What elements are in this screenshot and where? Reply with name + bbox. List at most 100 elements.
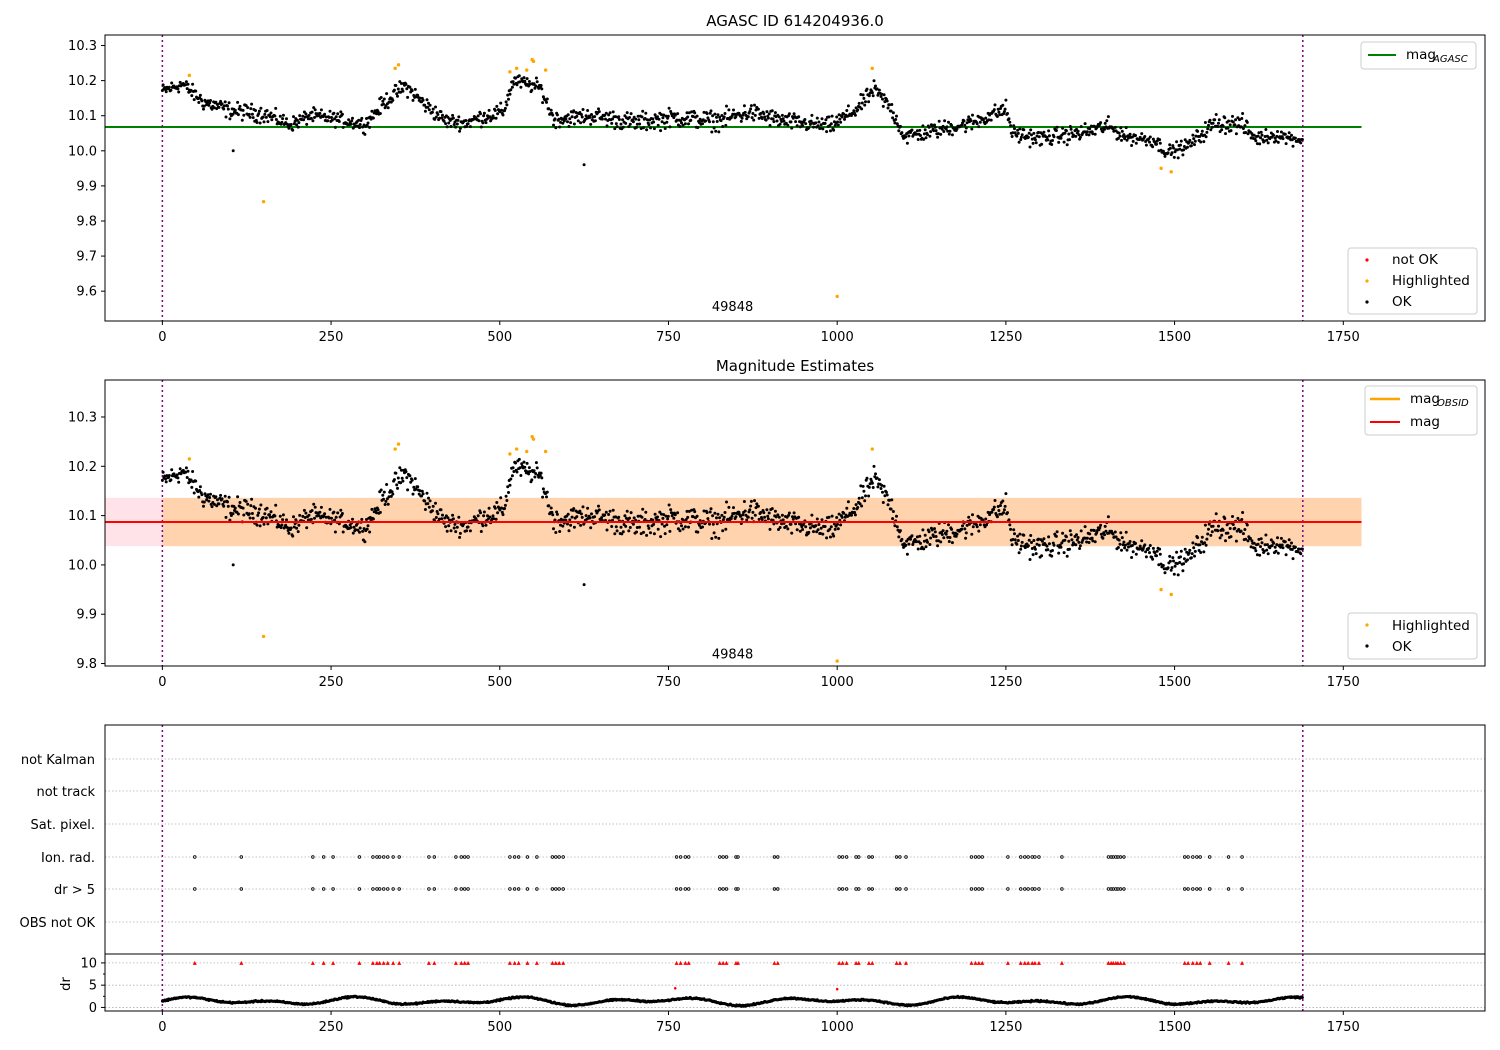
ok-point — [581, 505, 585, 509]
ok-point — [539, 471, 543, 475]
ok-point — [751, 510, 755, 514]
ok-point — [1128, 540, 1132, 543]
ok-point — [767, 112, 771, 116]
ok-point — [936, 132, 940, 136]
ok-point — [828, 527, 832, 531]
ok-point — [575, 114, 579, 118]
ok-point — [649, 126, 652, 130]
ok-point — [458, 129, 462, 133]
ok-point — [446, 516, 450, 520]
ok-point — [1118, 542, 1122, 546]
magnitude-annotation: 49848 — [712, 648, 753, 663]
ok-point — [433, 117, 437, 121]
ok-point — [1287, 131, 1291, 135]
ok-point — [1123, 546, 1127, 550]
ok-point — [714, 129, 718, 133]
ok-point — [1116, 546, 1120, 549]
ion-rad-marker — [772, 855, 777, 859]
agasc-title: AGASC ID 614204936.0 — [706, 12, 884, 30]
ok-point — [375, 511, 378, 515]
ion-rad-marker — [1106, 855, 1111, 859]
agasc-marker-legend: not OK Highlighted OK — [1347, 247, 1478, 315]
ok-point — [693, 111, 697, 115]
ok-point — [898, 124, 902, 128]
ok-point — [713, 511, 717, 515]
ok-point — [597, 504, 600, 508]
ok-point — [301, 114, 305, 118]
ion-rad-marker — [311, 855, 315, 859]
dr-gt-5-marker — [1060, 887, 1064, 891]
ok-point — [845, 109, 849, 112]
ok-point — [656, 123, 660, 127]
ok-point — [696, 126, 700, 129]
ok-point — [362, 527, 366, 531]
ok-point — [1275, 134, 1279, 138]
dr-gt-5-marker — [1195, 887, 1199, 891]
ok-point — [1052, 135, 1056, 139]
ok-point — [810, 113, 814, 117]
ok-point — [597, 110, 601, 114]
dr-flag-marker — [1036, 960, 1041, 965]
ok-point — [1089, 124, 1093, 128]
dr-flag-marker — [385, 960, 390, 965]
ok-point — [621, 118, 625, 122]
ok-point — [566, 120, 569, 124]
ok-point — [734, 115, 738, 119]
ok-point — [304, 112, 308, 116]
ok-point — [954, 534, 958, 538]
ok-point — [533, 86, 537, 90]
ok-point — [829, 129, 832, 133]
ok-point — [313, 108, 317, 112]
ok-point — [808, 526, 812, 530]
ok-point — [302, 508, 306, 512]
ok-point — [365, 117, 368, 120]
ok-point — [655, 518, 659, 522]
ok-point — [706, 517, 710, 521]
dr-flag-marker — [775, 960, 780, 965]
ok-point — [617, 515, 621, 519]
ok-point — [590, 512, 593, 516]
ok-point — [382, 490, 386, 494]
ytick-label: 10.3 — [68, 410, 97, 425]
ok-point — [250, 112, 254, 116]
ok-point — [549, 108, 553, 112]
ok-point — [996, 107, 1000, 111]
ok-point — [895, 525, 899, 529]
ok-point — [1002, 511, 1006, 515]
ok-point — [584, 114, 588, 118]
ok-point — [1194, 542, 1198, 546]
dr-gt-5-marker — [512, 887, 517, 891]
ok-point — [509, 88, 513, 92]
ok-point — [1105, 119, 1109, 123]
ok-point — [971, 525, 975, 529]
ok-point — [631, 120, 635, 124]
ok-point — [960, 123, 964, 127]
ok-point — [341, 530, 345, 534]
ok-point — [175, 473, 179, 477]
ok-point — [1191, 133, 1195, 137]
legend-highlighted-label: Highlighted — [1392, 618, 1470, 634]
ok-point — [1234, 132, 1238, 136]
ok-point — [1127, 136, 1130, 140]
ok-point — [714, 535, 718, 539]
ok-point — [723, 511, 727, 514]
ok-point — [164, 90, 168, 94]
ok-point — [285, 518, 288, 522]
ok-point — [872, 79, 876, 83]
ok-point — [358, 530, 361, 534]
ok-point — [386, 502, 390, 506]
ok-point — [807, 126, 811, 130]
ok-point — [1188, 138, 1192, 142]
ok-point — [1113, 530, 1117, 534]
legend-ok-label: OK — [1392, 294, 1413, 310]
ok-point — [1199, 140, 1203, 144]
ok-point — [588, 516, 592, 520]
ok-point — [691, 115, 695, 118]
ok-point — [1144, 555, 1148, 559]
ok-point — [589, 526, 593, 530]
ok-point — [803, 118, 807, 121]
ok-point — [603, 513, 607, 517]
ok-point — [305, 526, 309, 530]
ok-point — [572, 525, 576, 529]
ok-point — [1113, 125, 1117, 129]
